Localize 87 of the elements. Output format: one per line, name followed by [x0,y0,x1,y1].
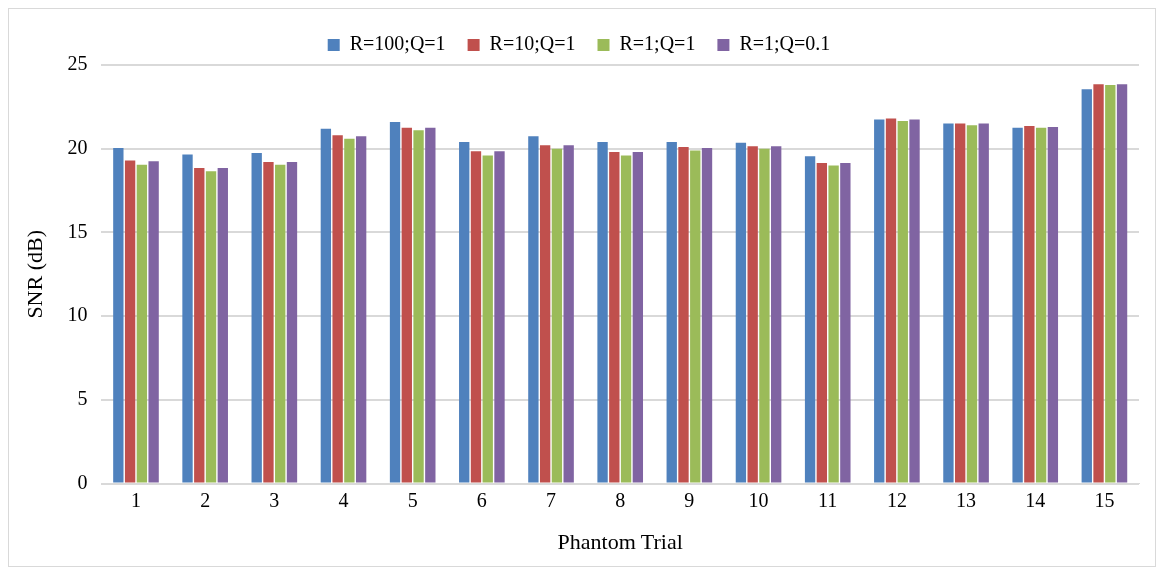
bar [413,130,424,483]
bar [251,152,262,483]
bar [804,156,816,483]
x-tick-label: 12 [886,488,907,511]
bar [113,147,124,483]
bar [874,119,885,483]
bar [194,167,205,483]
x-tick-label: 10 [748,488,769,511]
x-tick-label: 4 [338,488,349,511]
x-tick-label: 9 [684,488,695,511]
y-axis-title: SNR (dB) [21,229,47,319]
bar [701,147,713,483]
x-tick-label: 8 [615,488,626,511]
bar [828,165,839,483]
bar [955,123,966,483]
x-tick-label: 13 [956,488,977,511]
bar [759,148,770,483]
x-tick-label: 6 [476,488,487,511]
y-tick-label: 0 [77,470,88,493]
bar [275,164,286,483]
legend-label: R=100;Q=1 [349,32,446,55]
x-tick-label: 14 [1025,488,1046,511]
bar [632,152,644,483]
legend-label: R=1;Q=0.1 [739,32,831,55]
bar [344,138,355,483]
x-tick-label: 15 [1094,488,1115,511]
bar [597,142,608,483]
bar [286,162,298,483]
bar [482,155,493,483]
bar [978,123,989,483]
bar [425,127,436,483]
y-tick-label: 20 [67,135,88,158]
x-axis-title: Phantom Trial [557,528,683,554]
bar [320,128,332,483]
x-tick-label: 3 [269,488,280,511]
x-tick-label: 1 [130,488,141,511]
bar [943,123,954,483]
y-tick-label: 10 [67,303,88,326]
bar [1093,84,1104,483]
bar [355,136,367,483]
bar [609,152,620,483]
bar [205,171,217,483]
bar [735,142,747,483]
x-tick-label: 5 [407,488,418,511]
bar [539,145,551,483]
bar [771,146,782,483]
bar [494,151,505,483]
bar [124,160,136,483]
bar [182,154,193,483]
legend-label: R=1;Q=1 [619,32,696,55]
bar [885,118,897,483]
x-tick-label: 11 [818,488,838,511]
bar [966,125,978,483]
x-tick-label: 7 [546,488,557,511]
bar [332,135,343,483]
bar [620,155,632,483]
bar [1116,84,1128,483]
bar [459,142,470,483]
bar [1081,89,1092,483]
bar [747,146,758,483]
y-tick-label: 15 [67,219,88,242]
bar [678,147,689,483]
bar [528,136,539,483]
bar [217,167,228,483]
bar [389,121,401,483]
bar [897,121,908,483]
bar [1105,85,1116,483]
bar [1012,127,1023,483]
bar [816,162,828,483]
y-tick-label: 25 [67,52,88,75]
bar [666,142,677,483]
bar [1047,126,1059,483]
bar [148,161,159,483]
bar [470,151,482,483]
bar [551,148,563,483]
legend-label: R=10;Q=1 [489,32,576,55]
x-tick-label: 2 [200,488,211,511]
bar [1024,126,1035,483]
bar [136,164,148,483]
bar [840,162,851,483]
bar [690,150,701,483]
bar [263,162,274,483]
bar [401,127,412,483]
bar [909,119,920,483]
y-tick-label: 5 [77,387,88,410]
bar [1035,127,1047,483]
bar [563,145,574,483]
